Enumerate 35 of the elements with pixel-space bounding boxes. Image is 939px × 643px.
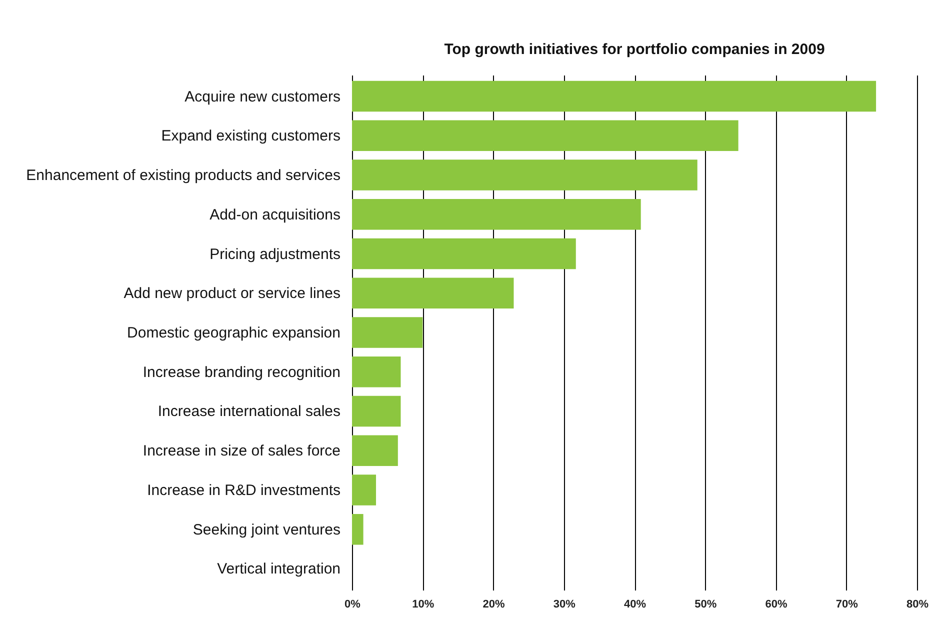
bar bbox=[352, 396, 401, 427]
chart-title: Top growth initiatives for portfolio companies in 2009 bbox=[444, 41, 825, 58]
y-tick-label: Enhancement of existing products and services bbox=[26, 167, 340, 184]
y-tick-label: Add new product or service lines bbox=[124, 285, 340, 302]
bar bbox=[352, 199, 641, 230]
bar bbox=[352, 278, 514, 308]
y-tick-label: Increase in R&D investments bbox=[147, 482, 340, 499]
x-tick-label: 40% bbox=[624, 598, 646, 610]
y-tick-label: Add-on acquisitions bbox=[210, 206, 340, 224]
bar bbox=[352, 317, 423, 348]
bar bbox=[352, 356, 401, 388]
y-tick-label: Increase international sales bbox=[158, 403, 340, 420]
x-tick-label: 20% bbox=[482, 598, 505, 610]
bar bbox=[352, 514, 364, 545]
y-tick-label: Vertical integration bbox=[217, 560, 340, 578]
bar bbox=[352, 238, 576, 270]
x-tick-label: 80% bbox=[906, 598, 929, 610]
bar bbox=[352, 474, 376, 506]
bar bbox=[352, 80, 876, 112]
x-tick-label: 70% bbox=[836, 598, 858, 610]
x-tick-label: 50% bbox=[694, 598, 717, 610]
y-tick-label: Domestic geographic expansion bbox=[127, 324, 340, 342]
x-tick-label: 60% bbox=[765, 598, 788, 610]
x-tick-label: 10% bbox=[412, 598, 434, 610]
y-tick-label: Expand existing customers bbox=[161, 128, 340, 145]
y-tick-label: Seeking joint ventures bbox=[192, 521, 340, 538]
x-tick-label: 0% bbox=[344, 598, 361, 610]
y-tick-label: Acquire new customers bbox=[184, 88, 340, 106]
bar bbox=[352, 120, 738, 151]
bar bbox=[352, 160, 698, 190]
y-tick-label: Increase branding recognition bbox=[142, 364, 340, 381]
y-tick-label: Pricing adjustments bbox=[210, 246, 340, 263]
bar bbox=[352, 435, 398, 466]
y-tick-label: Increase in size of sales force bbox=[142, 442, 340, 460]
x-tick-label: 30% bbox=[553, 598, 576, 610]
